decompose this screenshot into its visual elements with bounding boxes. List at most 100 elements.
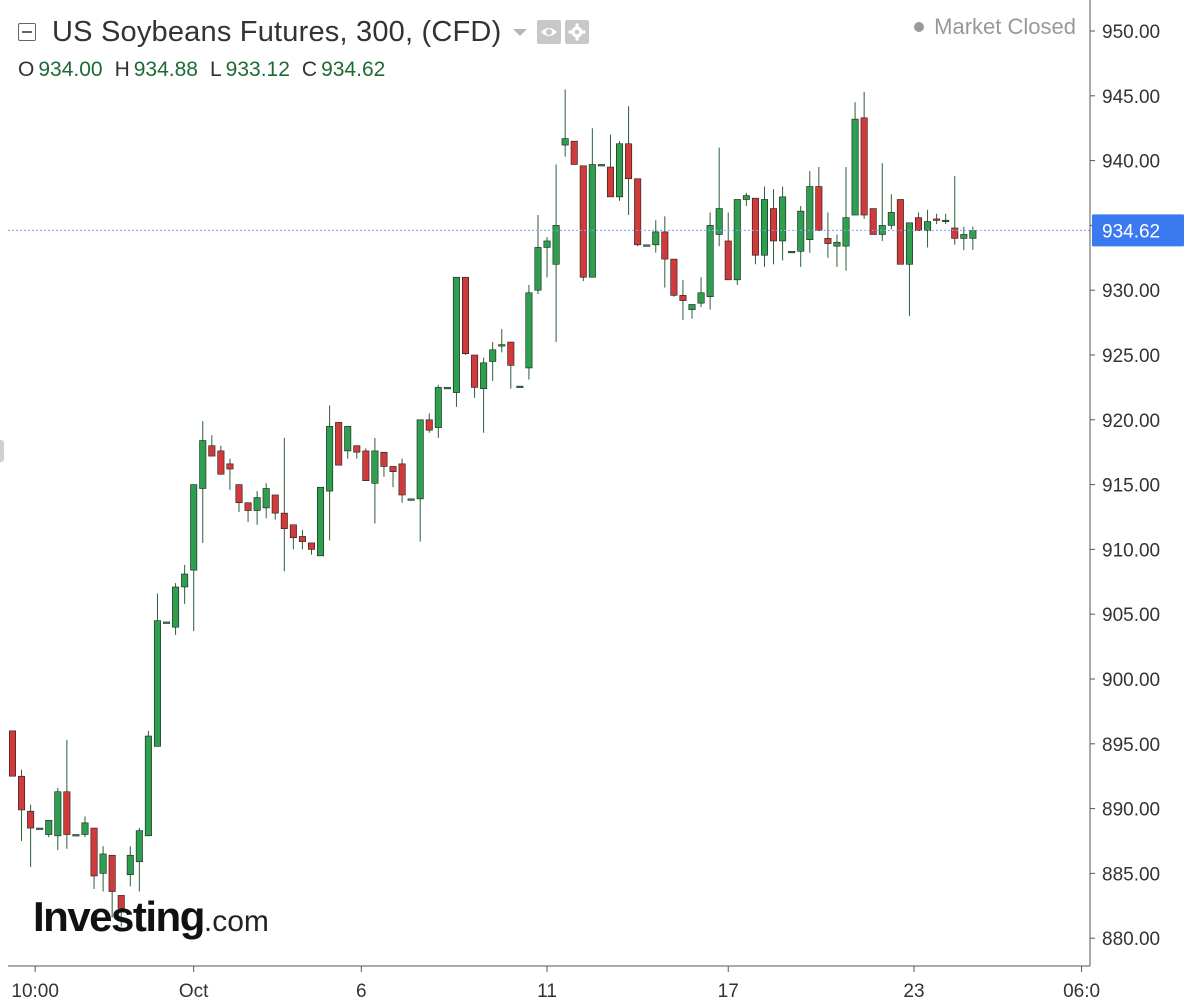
candle — [36, 827, 44, 830]
candle-body — [117, 895, 125, 909]
candle-body — [461, 276, 469, 355]
candle-body — [534, 247, 542, 291]
candle-body — [860, 117, 868, 216]
candle-body — [779, 196, 787, 242]
candle — [516, 385, 524, 388]
candle — [262, 483, 270, 519]
candle-body — [489, 349, 497, 362]
candle — [380, 451, 388, 477]
candle — [362, 448, 370, 482]
candle-body — [135, 830, 143, 863]
candle-body — [99, 853, 107, 874]
candle — [815, 167, 823, 231]
candle-body — [434, 387, 442, 428]
candle-body — [815, 186, 823, 231]
candle-body — [480, 362, 488, 389]
panel-resize-handle[interactable] — [0, 440, 4, 462]
candle-body — [172, 586, 180, 628]
candle-body — [190, 484, 198, 571]
candle-body — [525, 292, 533, 369]
candle — [208, 435, 216, 457]
candle — [760, 186, 768, 267]
y-tick-label: 905.00 — [1102, 605, 1160, 626]
candle-body — [561, 138, 569, 146]
candle — [788, 251, 796, 254]
candle — [326, 405, 334, 541]
candle — [661, 216, 669, 288]
candle — [45, 819, 53, 838]
candle — [498, 329, 506, 353]
candle — [688, 304, 696, 319]
candle-body — [851, 118, 859, 216]
x-tick-label: 17 — [718, 981, 739, 1002]
candle — [543, 237, 551, 278]
candle-body — [924, 221, 932, 231]
candle-body — [9, 730, 17, 777]
candle-body — [371, 450, 379, 484]
candle — [199, 421, 207, 543]
candle-body — [842, 217, 850, 247]
candle — [616, 141, 624, 201]
candle — [117, 895, 125, 927]
candle — [715, 147, 723, 247]
candle — [742, 193, 750, 206]
candle-body — [543, 240, 551, 248]
y-tick-label: 900.00 — [1102, 670, 1160, 691]
candle — [163, 621, 171, 624]
x-axis[interactable]: 10:00 Oct 6 11 17 23 06:0 — [8, 965, 1100, 1002]
candle-body — [144, 735, 152, 837]
y-tick-label: 890.00 — [1102, 800, 1160, 821]
candle-body — [280, 512, 288, 529]
candle — [172, 583, 180, 635]
y-axis[interactable]: 950.00945.00940.00935.00930.00925.00920.… — [1089, 0, 1184, 966]
chart-header: US Soybeans Futures, 300, (CFD) — [18, 12, 590, 52]
candle — [81, 816, 89, 838]
candle-body — [887, 212, 895, 226]
candle — [90, 827, 98, 889]
candle-body — [443, 387, 451, 390]
x-tick-label: 23 — [903, 981, 924, 1002]
candle-body — [344, 425, 352, 452]
candle-body — [54, 791, 62, 837]
y-tick-label: 880.00 — [1102, 929, 1160, 950]
dropdown-arrow-icon[interactable] — [513, 28, 528, 36]
candle-body — [516, 385, 524, 388]
candle-body — [833, 241, 841, 247]
candle — [951, 176, 959, 245]
plot-area[interactable] — [8, 0, 1090, 966]
candle — [63, 739, 71, 849]
candle-body — [643, 244, 651, 247]
y-tick-label: 910.00 — [1102, 540, 1160, 561]
candle — [480, 357, 488, 433]
candle — [27, 804, 35, 867]
candle — [425, 413, 433, 433]
candle — [634, 178, 642, 247]
candle-body — [806, 186, 814, 240]
candle-body — [72, 834, 80, 837]
candle — [108, 854, 116, 918]
collapse-icon[interactable] — [18, 23, 36, 41]
x-tick-label: 6 — [356, 981, 367, 1002]
eye-icon[interactable] — [537, 20, 562, 44]
candle — [597, 164, 605, 167]
x-tick-label: 10:00 — [11, 981, 59, 1002]
candle-body — [688, 304, 696, 310]
candle — [697, 277, 705, 308]
plot-background[interactable] — [8, 0, 1090, 966]
candle-body — [824, 238, 832, 244]
candle-body — [606, 166, 614, 198]
status-dot-icon — [914, 22, 925, 32]
candle — [914, 212, 922, 231]
candle-body — [353, 445, 361, 453]
candles-group — [9, 89, 977, 927]
candle — [226, 458, 234, 490]
candle — [896, 199, 904, 265]
candle-body — [951, 227, 959, 239]
candle-body — [797, 210, 805, 252]
gear-icon[interactable] — [565, 20, 590, 44]
candle-body — [262, 488, 270, 509]
x-tick-label: 11 — [537, 981, 557, 1002]
candle-body — [244, 502, 252, 511]
last-price-tag: 934.62 — [1092, 214, 1184, 247]
